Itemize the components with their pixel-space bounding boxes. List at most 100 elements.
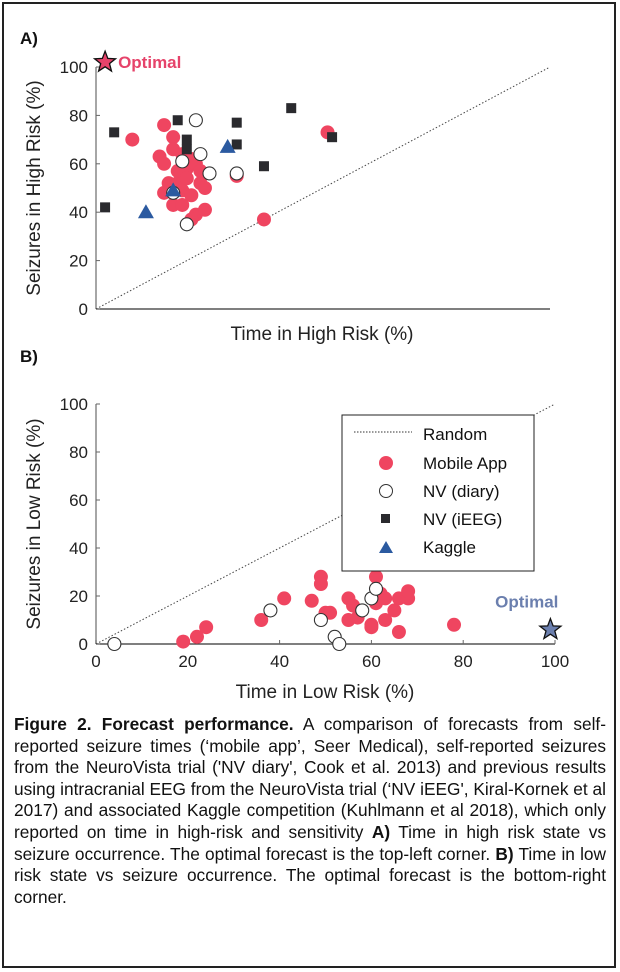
optimal-label: Optimal: [118, 53, 181, 72]
legend-label-nv-diary: NV (diary): [423, 482, 500, 501]
point-mobile-app: [401, 584, 416, 599]
y-tick-label: 40: [69, 203, 88, 222]
point-nv-ieeg: [258, 161, 269, 172]
point-nv-diary: [175, 154, 190, 169]
x-tick-label: 20: [178, 652, 197, 671]
legend-marker-kaggle: [379, 541, 393, 553]
y-tick-label: 0: [79, 635, 88, 654]
point-mobile-app: [378, 591, 393, 606]
point-nv-ieeg: [231, 117, 242, 128]
point-mobile-app: [277, 591, 292, 606]
point-nv-diary: [179, 217, 194, 232]
panel-b: B) Seizures in Low Risk (%) Time in Low …: [20, 347, 569, 703]
figure-canvas: A) Seizures in High Risk (%) Time in Hig…: [20, 29, 569, 703]
legend-label-random: Random: [423, 425, 487, 444]
point-kaggle: [165, 182, 182, 197]
x-tick-label: 60: [362, 652, 381, 671]
caption-a-text: Time in high risk state vs seizure occur…: [14, 821, 606, 864]
point-nv-diary: [313, 612, 328, 628]
legend-marker-nv-ieeg: [381, 514, 390, 523]
panel-a: A) Seizures in High Risk (%) Time in Hig…: [20, 29, 551, 345]
caption-b-text: Time in low risk state vs seizure occurr…: [14, 843, 606, 907]
point-mobile-app: [254, 613, 269, 627]
y-tick-label: 60: [69, 491, 88, 510]
y-axis-label: Seizures in High Risk (%): [24, 80, 45, 295]
point-nv-diary: [229, 166, 244, 181]
point-nv-diary: [332, 636, 347, 652]
point-mobile-app: [176, 634, 191, 649]
point-mobile-app: [157, 118, 172, 133]
x-tick-label: 100: [541, 652, 569, 671]
legend-label-mobile-app: Mobile App: [423, 454, 507, 473]
point-mobile-app: [125, 132, 140, 147]
point-mobile-app: [364, 620, 379, 635]
y-axis-label: Seizures in Low Risk (%): [24, 418, 45, 629]
x-tick-label: 0: [91, 652, 100, 671]
caption-a-label: A): [371, 821, 391, 842]
point-mobile-app: [387, 603, 402, 618]
point-mobile-app: [368, 569, 383, 584]
point-nv-ieeg: [109, 127, 120, 138]
caption-title: Figure 2. Forecast performance.: [14, 714, 294, 734]
point-mobile-app: [179, 171, 194, 186]
point-mobile-app: [199, 620, 214, 635]
panel-a-label: A): [20, 29, 38, 48]
legend-label-nv-ieeg: NV (iEEG): [423, 510, 502, 529]
point-mobile-app: [447, 617, 462, 632]
point-nv-ieeg: [286, 103, 297, 114]
point-mobile-app: [197, 202, 212, 217]
point-nv-diary: [188, 113, 203, 128]
point-nv-ieeg: [172, 115, 183, 126]
caption-intro: A comparison of forecasts from self-repo…: [14, 714, 606, 842]
y-tick-label: 20: [69, 587, 88, 606]
x-tick-label: 40: [270, 652, 289, 671]
legend-box: [341, 414, 535, 572]
panel-b-label: B): [20, 347, 38, 366]
point-kaggle: [219, 138, 236, 153]
point-mobile-app: [197, 181, 212, 195]
point-mobile-app: [184, 188, 199, 203]
point-nv-diary: [193, 147, 208, 162]
x-axis-label: Time in Low Risk (%): [236, 682, 415, 703]
legend-label-kaggle: Kaggle: [423, 538, 476, 557]
y-tick-label: 80: [69, 443, 88, 462]
legend-marker-nv-diary: [379, 484, 393, 498]
point-nv-diary: [368, 581, 384, 596]
y-tick-label: 40: [69, 539, 88, 558]
point-nv-ieeg: [181, 134, 192, 145]
point-nv-diary: [107, 636, 122, 652]
figure-caption: Figure 2. Forecast performance. A compar…: [14, 714, 606, 908]
x-axis-label: Time in High Risk (%): [231, 324, 414, 345]
legend-marker-mobile-app: [379, 456, 393, 470]
caption-b-label: B): [495, 843, 514, 864]
point-mobile-app: [189, 629, 204, 644]
point-mobile-app: [313, 577, 328, 591]
optimal-star-icon: [92, 49, 118, 73]
y-tick-label: 100: [60, 395, 88, 414]
point-nv-diary: [263, 603, 278, 618]
y-tick-label: 60: [69, 155, 88, 174]
y-tick-label: 0: [79, 300, 88, 319]
x-tick-label: 80: [454, 652, 473, 671]
point-nv-ieeg: [231, 139, 242, 150]
point-mobile-app: [166, 130, 181, 145]
y-tick-label: 80: [69, 106, 88, 125]
point-nv-ieeg: [327, 132, 338, 143]
legend: Random Mobile App NV (diary) NV (iEEG) K…: [341, 414, 535, 572]
point-mobile-app: [175, 197, 190, 212]
point-mobile-app: [157, 156, 172, 171]
point-nv-ieeg: [100, 202, 111, 213]
y-tick-label: 20: [69, 252, 88, 271]
point-nv-diary: [355, 603, 370, 618]
point-mobile-app: [391, 625, 406, 639]
point-nv-diary: [202, 166, 217, 181]
point-kaggle: [137, 204, 154, 219]
y-tick-label: 100: [60, 58, 88, 77]
point-mobile-app: [304, 593, 319, 608]
point-mobile-app: [256, 212, 271, 227]
optimal-label: Optimal: [495, 593, 558, 612]
optimal-star-icon: [538, 616, 563, 641]
point-nv-ieeg: [181, 144, 192, 155]
point-mobile-app: [378, 613, 393, 627]
